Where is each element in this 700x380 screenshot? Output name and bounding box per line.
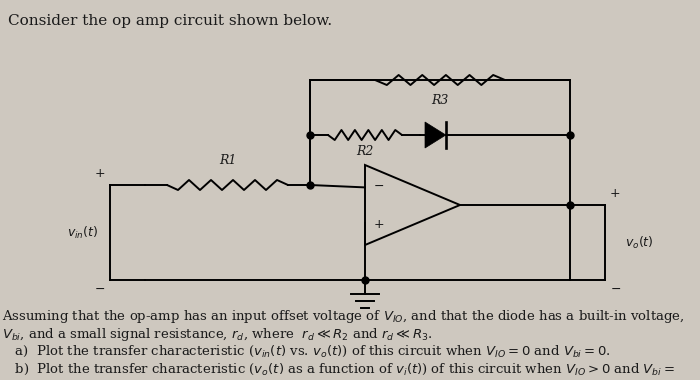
Polygon shape (425, 122, 446, 148)
Text: Consider the op amp circuit shown below.: Consider the op amp circuit shown below. (8, 14, 332, 28)
Text: $+$: $+$ (373, 218, 384, 231)
Text: b)  Plot the transfer characteristic ($v_o(t)$ as a function of $v_i(t)$) of thi: b) Plot the transfer characteristic ($v_… (2, 362, 675, 377)
Text: +: + (94, 167, 105, 180)
Text: $v_o(t)$: $v_o(t)$ (625, 234, 654, 250)
Text: $-$: $-$ (610, 282, 621, 295)
Text: a)  Plot the transfer characteristic ($v_{in}(t)$ vs. $v_o(t)$) of this circuit : a) Plot the transfer characteristic ($v_… (2, 344, 610, 359)
Text: $V_{bi}$, and a small signal resistance, $r_d$, where  $r_d \ll R_2$ and $r_d \l: $V_{bi}$, and a small signal resistance,… (2, 326, 433, 343)
Text: +: + (610, 187, 621, 200)
Text: R1: R1 (219, 154, 236, 167)
Text: R2: R2 (356, 145, 374, 158)
Text: $-$: $-$ (94, 282, 105, 295)
Text: $v_{in}(t)$: $v_{in}(t)$ (66, 225, 98, 241)
Text: R3: R3 (431, 94, 449, 107)
Text: Assuming that the op-amp has an input offset voltage of $V_{IO}$, and that the d: Assuming that the op-amp has an input of… (2, 308, 685, 325)
Text: $-$: $-$ (373, 179, 384, 192)
